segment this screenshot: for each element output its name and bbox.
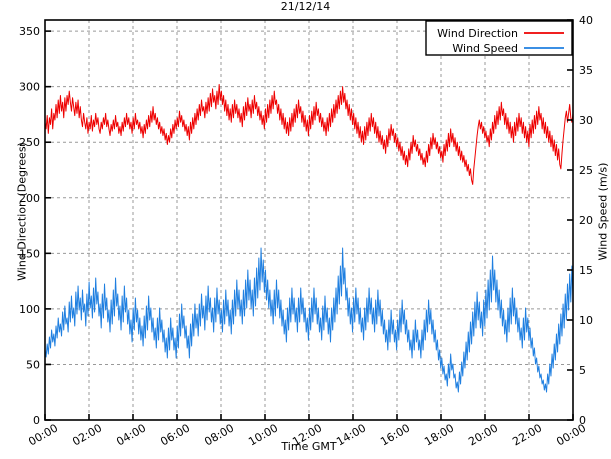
x-axis-tick-label: 06:00 [158,421,192,448]
y-axis-right-tick-label: 30 [579,114,593,127]
y-axis-right-tick-label: 40 [579,14,593,27]
chart-title: 21/12/14 [280,0,331,13]
x-axis-tick-label: 20:00 [466,421,500,448]
y-axis-right-tick-label: 15 [579,264,593,277]
x-axis-tick-label: 04:00 [114,421,148,448]
y-axis-left-tick-label: 350 [19,25,40,38]
x-axis-tick-label: 02:00 [70,421,104,448]
y-axis-left-tick-label: 50 [26,358,40,371]
y-axis-left-tick-label: 150 [19,247,40,260]
x-axis-tick-label: 18:00 [422,421,456,448]
y-axis-right-tick-label: 25 [579,164,593,177]
y-axis-right-tick-label: 10 [579,314,593,327]
y-axis-right-tick-label: 0 [579,414,586,427]
x-axis-tick-label: 00:00 [26,421,60,448]
legend-label-wind-speed: Wind Speed [452,42,518,55]
y-axis-right-tick-label: 5 [579,364,586,377]
legend-box [425,20,573,56]
x-axis-tick-label: 00:00 [554,421,588,448]
y-axis-right-tick-label: 35 [579,64,593,77]
series-line-wind-speed [44,247,574,393]
x-axis-tick-label: 16:00 [378,421,412,448]
x-axis-tick-label: 22:00 [510,421,544,448]
y-axis-left-tick-label: 200 [19,192,40,205]
series-line-wind-direction [44,83,574,185]
y-axis-right-tick-label: 20 [579,214,593,227]
y-axis-left-tick-label: 250 [19,136,40,149]
y-axis-left-tick-label: 300 [19,81,40,94]
x-axis-tick-label: 12:00 [290,421,324,448]
x-axis-tick-label: 14:00 [334,421,368,448]
x-axis-tick-label: 10:00 [246,421,280,448]
x-axis-title: Time GMT [281,440,337,453]
x-axis-tick-label: 08:00 [202,421,236,448]
y-axis-left-tick-label: 100 [19,303,40,316]
y-axis-left-tick-label: 0 [33,414,40,427]
legend-label-wind-direction: Wind Direction [437,27,518,40]
